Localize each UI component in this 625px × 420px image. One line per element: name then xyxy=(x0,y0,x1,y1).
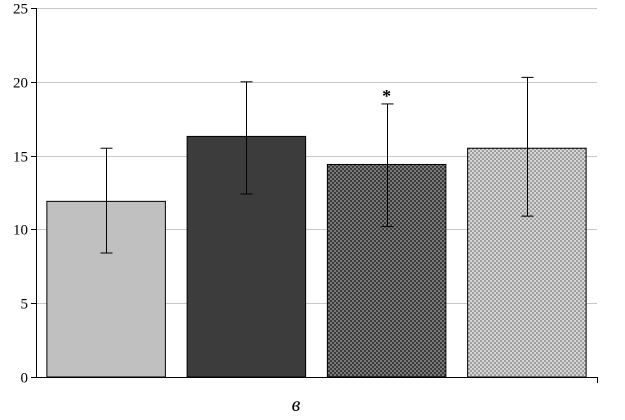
y-tick-label: 10 xyxy=(13,223,28,239)
y-tick-label: 25 xyxy=(13,2,28,18)
error-bar-2 xyxy=(240,81,253,195)
y-tick-label: 0 xyxy=(21,371,29,387)
error-bar-3 xyxy=(381,103,394,227)
error-bar-4 xyxy=(521,76,534,217)
bar-4 xyxy=(467,147,587,378)
error-bars xyxy=(100,76,534,254)
bar-3 xyxy=(326,163,447,378)
y-tick-label: 20 xyxy=(13,76,28,92)
error-bar-1 xyxy=(100,147,113,254)
labels: 0 5 10 15 20 25 * в xyxy=(13,2,391,417)
y-tick-label: 15 xyxy=(13,150,28,166)
significance-asterisk: * xyxy=(382,86,391,106)
bars xyxy=(46,135,587,378)
panel-label: в xyxy=(292,394,301,415)
y-tick-label: 5 xyxy=(21,297,29,313)
